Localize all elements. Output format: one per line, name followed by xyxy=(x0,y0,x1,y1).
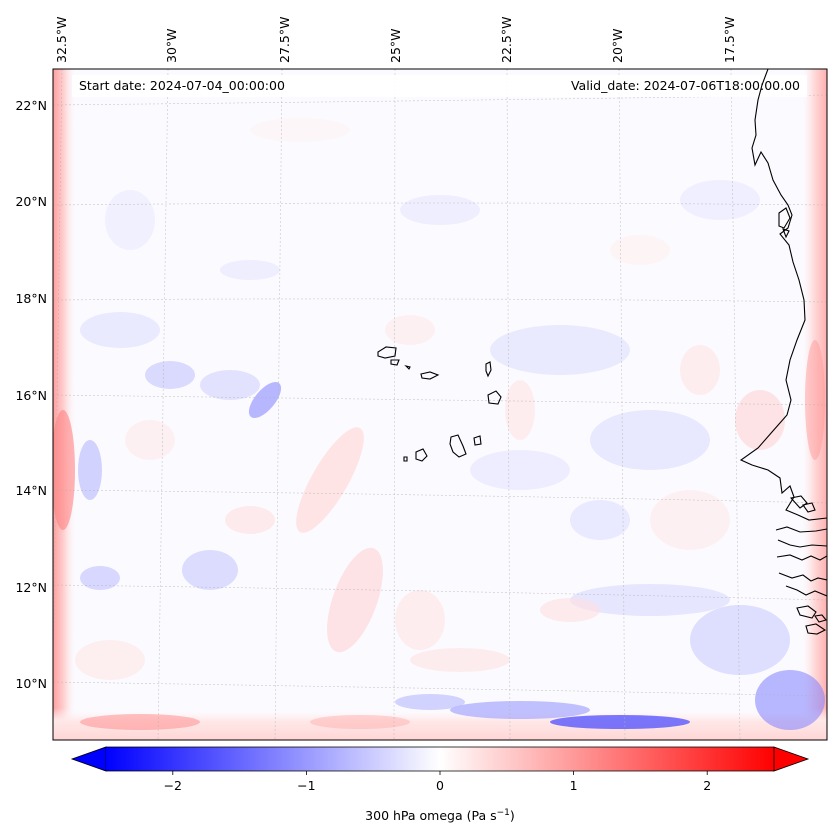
colorbar-units: Pa s xyxy=(472,808,497,823)
colorbar-label: 300 hPa omega (Pa s−1) xyxy=(365,808,515,823)
island-santo-antao xyxy=(377,346,397,359)
island-santiago xyxy=(449,434,467,458)
valid-date-label: Valid_date: 2024-07-06T18:00:00.00 xyxy=(571,78,800,93)
island-boa-vista xyxy=(487,390,502,405)
colorbar-extend-min xyxy=(70,746,107,772)
lon-tick-label: 20°W xyxy=(610,28,625,63)
lat-tick-label: 12°N xyxy=(15,580,47,595)
colorbar-tick-label: −1 xyxy=(297,778,315,793)
left-boundary-band xyxy=(53,69,77,740)
cape-verde-islands xyxy=(377,346,502,462)
start-date-label: Start date: 2024-07-04_00:00:00 xyxy=(79,78,285,93)
header-strip xyxy=(72,75,807,97)
colorbar-ticks: −2 −1 0 1 2 xyxy=(164,771,711,793)
lon-tick-label: 17.5°W xyxy=(722,17,737,63)
ascent-band xyxy=(296,427,364,533)
lat-tick-label: 14°N xyxy=(15,483,47,498)
lon-tick-label: 25°W xyxy=(388,28,403,63)
right-edge-max xyxy=(805,340,825,460)
lon-tick-label: 32.5°W xyxy=(54,17,69,63)
colorbar-tick-label: 2 xyxy=(703,778,711,793)
left-edge-max xyxy=(53,410,75,530)
lat-tick-label: 20°N xyxy=(15,194,47,209)
lat-tick-label: 18°N xyxy=(15,291,47,306)
colorbar-variable: 300 hPa omega xyxy=(365,808,462,823)
longitude-tick-labels: 32.5°W 30°W 27.5°W 25°W 22.5°W 20°W 17.5… xyxy=(54,17,737,63)
map-plot-area xyxy=(53,69,827,740)
omega-field xyxy=(53,69,827,740)
island-santa-luzia xyxy=(404,364,411,370)
island-sao-vicente xyxy=(390,359,400,366)
island-brava xyxy=(403,456,408,462)
colorbar-tick-label: 0 xyxy=(436,778,444,793)
lat-tick-label: 10°N xyxy=(15,676,47,691)
island-sal xyxy=(485,361,492,378)
island-maio xyxy=(473,435,482,446)
colorbar-extend-max xyxy=(773,746,810,772)
colorbar-units-exponent: −1 xyxy=(497,808,510,818)
bottom-edge-max xyxy=(80,714,200,730)
lat-tick-label: 22°N xyxy=(15,98,47,113)
lon-tick-label: 22.5°W xyxy=(499,17,514,63)
african-coastline xyxy=(739,69,827,635)
latitude-tick-labels: 22°N 20°N 18°N 16°N 14°N 12°N 10°N xyxy=(15,98,47,691)
lat-tick-label: 16°N xyxy=(15,388,47,403)
colorbar-tick-label: −2 xyxy=(164,778,182,793)
lon-tick-label: 27.5°W xyxy=(277,17,292,63)
island-sao-nicolau xyxy=(420,371,440,380)
colorbar: −2 −1 0 1 2 300 hPa omega (Pa s−1) xyxy=(70,746,810,823)
colorbar-tick-label: 1 xyxy=(570,778,578,793)
colorbar-gradient xyxy=(106,747,774,771)
island-fogo xyxy=(415,448,428,462)
lon-tick-label: 30°W xyxy=(164,28,179,63)
strong-descent-south xyxy=(550,715,690,729)
map-frame xyxy=(52,68,828,741)
